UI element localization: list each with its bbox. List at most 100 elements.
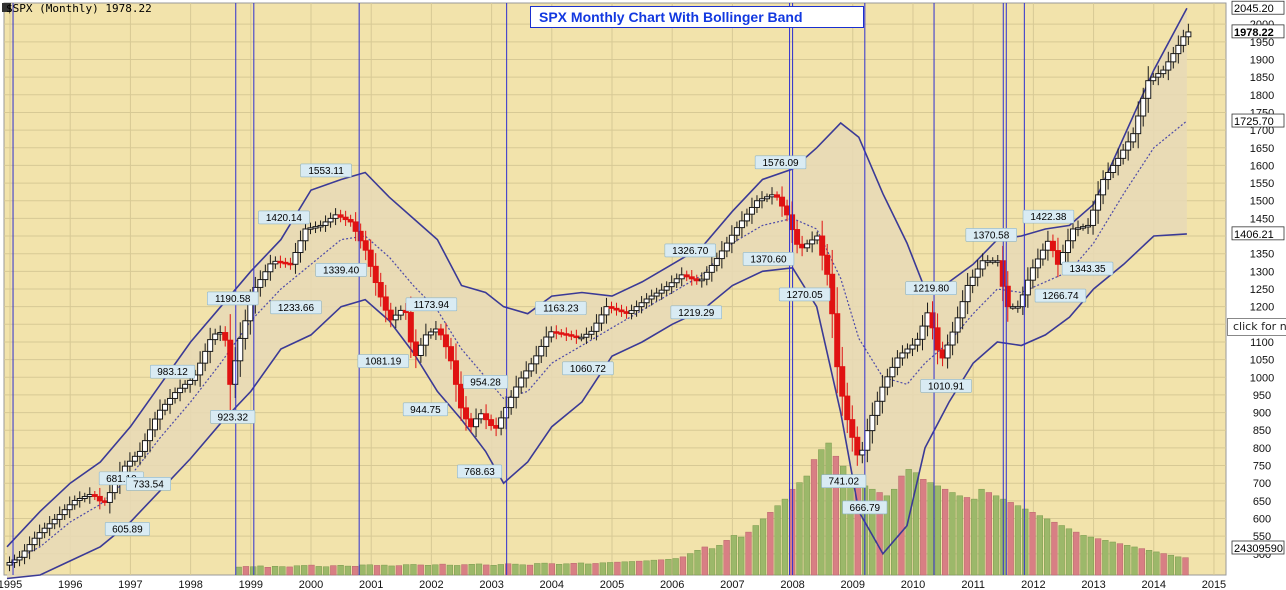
volume-bar [286, 566, 293, 576]
candle-body [553, 331, 560, 334]
price-annotation: 1233.66 [270, 300, 322, 315]
candle-body [362, 240, 369, 251]
price-annotation: 1010.91 [920, 379, 972, 393]
candle-body [794, 229, 801, 245]
candle-body [106, 492, 113, 503]
candle-body [533, 355, 540, 365]
candle-body [769, 194, 776, 198]
x-tick-label: 1999 [239, 579, 263, 590]
price-tag-box [1231, 113, 1285, 128]
annotation-box [258, 210, 310, 225]
y-tick-label: 1000 [1250, 372, 1274, 384]
candle-body [508, 396, 515, 409]
volume-bar [898, 475, 905, 576]
volume-bar [250, 566, 257, 576]
annotation-label: 1219.29 [678, 308, 715, 319]
volume-bar [759, 518, 767, 576]
candle-body [1054, 250, 1061, 265]
candle-body [904, 348, 911, 354]
candle-body [1039, 249, 1046, 260]
volume-bar [832, 455, 840, 576]
x-tick-label: 2003 [479, 579, 503, 590]
annotation-box [664, 243, 716, 258]
candle-body [728, 234, 735, 244]
volume-bar [468, 564, 475, 576]
candle-body [207, 339, 214, 352]
candle-body [1185, 31, 1192, 38]
volume-bar [257, 565, 264, 576]
volume-bar [774, 505, 781, 576]
price-annotation: 1339.40 [315, 263, 367, 277]
click-hint[interactable]: click for n [1227, 318, 1286, 336]
candle-body [623, 311, 630, 314]
y-tick-label: 1100 [1250, 337, 1274, 349]
volume-bar [1182, 557, 1189, 576]
candle-body [1115, 157, 1122, 166]
candle-body [101, 500, 108, 503]
annotation-box [405, 297, 458, 312]
volume-bar [1043, 518, 1051, 576]
y-tick-label: 1550 [1250, 178, 1274, 190]
candle-body [1125, 141, 1132, 151]
candle-body [1014, 306, 1021, 309]
volume-bar [344, 565, 352, 576]
price-annotation: 1343.35 [1061, 261, 1114, 276]
candle-body [41, 527, 48, 534]
price-tag: 24309590 [1231, 540, 1285, 555]
candle-body [26, 544, 33, 552]
candle-body [262, 271, 269, 281]
price-tag-label: 1406.21 [1234, 229, 1274, 241]
annotation-label: 681.10 [106, 474, 137, 485]
annotation-box [463, 375, 509, 389]
x-tick-label: 2005 [600, 579, 624, 590]
annotation-box [535, 301, 587, 315]
y-tick-label: 1450 [1250, 213, 1274, 225]
candle-body [468, 418, 475, 428]
bollinger-band-fill [7, 8, 1187, 579]
volume-bar [1087, 536, 1094, 576]
annotation-box [742, 252, 795, 266]
price-tag-box [1231, 24, 1285, 39]
x-tick-label: 2008 [780, 579, 804, 590]
annotation-label: 983.12 [157, 367, 188, 378]
candle-body [503, 407, 510, 419]
candle-body [678, 274, 685, 280]
annotation-box [104, 522, 150, 536]
candle-body [1029, 267, 1036, 281]
volume-bar [555, 564, 563, 576]
volume-bar [1175, 556, 1182, 576]
volume-bar [992, 495, 1000, 576]
candle-body [889, 366, 896, 378]
candle-body [397, 309, 404, 316]
volume-bar [628, 561, 636, 576]
x-tick-label: 2004 [540, 579, 564, 590]
price-annotation: 1060.72 [562, 361, 614, 376]
annotation-box [150, 364, 196, 379]
volume-bar [716, 545, 723, 576]
candle-body [989, 260, 996, 263]
candle-body [372, 265, 379, 284]
candle-body [854, 436, 861, 456]
volume-bar [752, 525, 759, 576]
annotation-box [457, 464, 503, 479]
candle-body [774, 194, 781, 198]
candle-body [342, 216, 349, 221]
volume-bar [512, 563, 519, 576]
candle-body [1034, 258, 1041, 269]
volume-bar [599, 562, 606, 576]
volume-bar [1014, 505, 1022, 576]
candle-body [944, 344, 951, 359]
candle-body [387, 309, 394, 321]
candle-body [217, 332, 224, 335]
candle-body [563, 333, 570, 336]
candle-body [452, 360, 459, 385]
volume-bar [905, 469, 912, 576]
price-annotation: 733.54 [125, 477, 171, 491]
candle-body [708, 264, 715, 273]
candle-body [1130, 133, 1137, 143]
candle-body [377, 282, 384, 298]
candle-body [498, 417, 505, 429]
price-tag-label: 2045.20 [1234, 3, 1274, 15]
annotation-label: 741.02 [828, 477, 859, 488]
volume-bar [592, 563, 599, 576]
